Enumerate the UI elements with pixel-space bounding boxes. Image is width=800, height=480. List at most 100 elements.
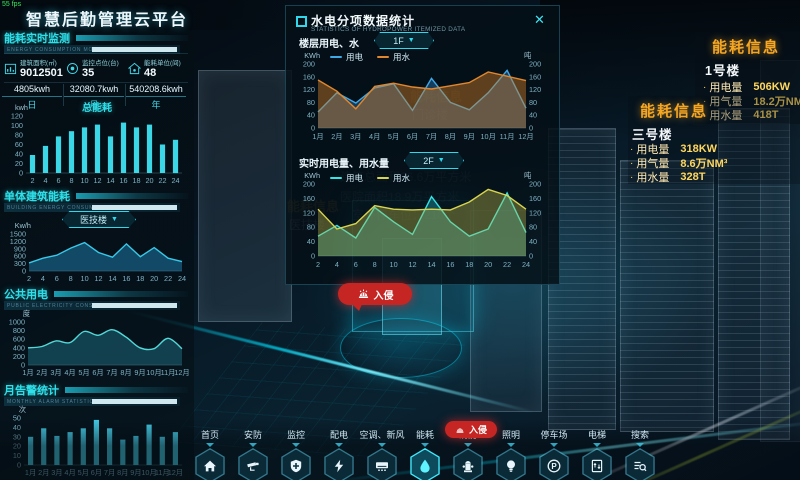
- svg-text:20: 20: [150, 274, 158, 283]
- energy-row: · 用水量 418T: [703, 107, 778, 123]
- svg-text:1月: 1月: [22, 368, 33, 377]
- energy-info-panel-building3: 能耗信息 三号楼 · 用电量 318KW · 用气量 8.6万NM³ · 用水量 328T: [628, 96, 800, 184]
- realtime-selector-value: 2F: [423, 155, 434, 166]
- chevron-icon: [464, 443, 472, 447]
- hexagon: [625, 448, 655, 480]
- chevron-icon: [550, 443, 558, 447]
- nav-item-energy[interactable]: 能耗: [393, 428, 457, 480]
- nav-item-monitoring[interactable]: 监控: [264, 428, 328, 480]
- svg-text:24: 24: [522, 260, 530, 269]
- section-title: 月告警统计: [4, 385, 59, 397]
- svg-text:14: 14: [106, 176, 114, 185]
- nav-item-search[interactable]: 搜索: [608, 428, 672, 480]
- svg-text:Kw/h: Kw/h: [15, 221, 31, 230]
- svg-text:18: 18: [132, 176, 140, 185]
- energy-info-header: 能耗信息: [640, 103, 709, 120]
- svg-text:0: 0: [311, 252, 315, 261]
- svg-text:2月: 2月: [36, 368, 47, 377]
- intrusion-alert-badge[interactable]: 入侵: [338, 283, 412, 311]
- hydropower-statistics-modal: 水电分项数据统计 STATISTICS OF HYDROPOWER ITEMIZ…: [285, 5, 560, 285]
- alert-text: 入侵: [468, 425, 487, 435]
- nav-item-lighting[interactable]: 照明: [479, 428, 543, 480]
- nav-item-security[interactable]: 安防: [221, 428, 285, 480]
- section-bar: [65, 387, 188, 393]
- energy-row: ·用气量 18.2万NM³: [703, 93, 800, 109]
- floor-selector-value: 1F: [393, 35, 404, 46]
- row-dot: ·: [703, 95, 707, 107]
- building-selector-dropdown[interactable]: 医技楼 ▼: [62, 211, 136, 228]
- svg-text:12: 12: [408, 260, 416, 269]
- svg-text:0: 0: [19, 169, 23, 178]
- svg-text:22: 22: [158, 176, 166, 185]
- floor-selector-dropdown[interactable]: 1F ▼: [374, 32, 434, 49]
- svg-text:18: 18: [465, 260, 473, 269]
- row-label: 用气量: [636, 158, 670, 170]
- svg-text:P: P: [551, 462, 557, 471]
- svg-text:300: 300: [14, 259, 26, 268]
- nav-item-parking[interactable]: 停车场 P: [522, 428, 586, 480]
- nav-item-home[interactable]: 首页: [178, 428, 242, 480]
- total-day: 4805kwh 日: [2, 84, 62, 111]
- elevator-icon: [591, 459, 603, 472]
- cctv-camera-icon: [247, 461, 259, 471]
- svg-text:12月: 12月: [174, 368, 189, 377]
- siren-icon: [358, 288, 368, 298]
- wireframe-building-2: [620, 160, 714, 432]
- total-value: 540208.6kwh: [126, 84, 186, 97]
- svg-text:吨: 吨: [524, 171, 532, 180]
- svg-text:40: 40: [307, 111, 315, 120]
- nav-label: 能耗: [415, 430, 434, 440]
- nav-label: 电梯: [587, 430, 606, 440]
- house-icon: [128, 62, 141, 74]
- svg-text:120: 120: [529, 85, 541, 94]
- realtime-selector-dropdown[interactable]: 2F ▼: [404, 152, 464, 169]
- section-bar: [76, 193, 188, 199]
- building-energy-chart: 0 300 600 900 1200 1500 Kw/h 2 4 6 8 10 12 14 16 18 20 22…: [2, 216, 188, 284]
- nav-item-power-distribution[interactable]: 配电: [307, 428, 371, 480]
- svg-text:10月: 10月: [480, 132, 495, 141]
- nav-item-elevator[interactable]: 电梯: [565, 428, 629, 480]
- close-icon[interactable]: ✕: [534, 12, 545, 27]
- svg-text:40: 40: [529, 237, 537, 246]
- svg-text:400: 400: [13, 343, 25, 352]
- intrusion-alert-badge-nav[interactable]: 入侵: [445, 421, 497, 438]
- bottom-nav: 首页 安防 监控 配电 空调、新风 能耗 消防 照明: [0, 418, 800, 480]
- svg-text:2: 2: [30, 176, 34, 185]
- svg-text:900: 900: [14, 244, 26, 253]
- row-label: 用电量: [709, 82, 743, 94]
- section-subtitle-bar: ENERGY CONSUMPTION MONITORING: [4, 45, 180, 54]
- badge-tail: [352, 304, 362, 311]
- building-area-icon: [4, 63, 17, 74]
- stat-label: 建筑面积(㎡): [20, 60, 57, 67]
- legend-swatch: [377, 176, 390, 180]
- total-value: 32080.7kwh: [64, 84, 124, 97]
- svg-text:200: 200: [303, 180, 315, 189]
- wireframe-building-left: [198, 70, 292, 322]
- total-label: 年: [151, 100, 161, 110]
- svg-text:24: 24: [178, 274, 186, 283]
- svg-text:600: 600: [13, 335, 25, 344]
- section-bar: [76, 35, 188, 41]
- legend-water: 用水: [377, 51, 410, 63]
- svg-text:1500: 1500: [10, 230, 26, 239]
- section-tick: [92, 205, 177, 210]
- svg-text:7月: 7月: [106, 368, 117, 377]
- svg-text:KWh: KWh: [304, 171, 320, 180]
- svg-text:120: 120: [303, 208, 315, 217]
- section-subtitle: MONTHLY ALARM STATISTICS: [7, 398, 92, 405]
- svg-text:20: 20: [484, 260, 492, 269]
- row-value: 418T: [753, 109, 779, 121]
- stat-label: 能耗单位(间): [144, 60, 181, 67]
- svg-text:2: 2: [27, 274, 31, 283]
- row-value: 318KW: [680, 143, 718, 155]
- svg-text:160: 160: [303, 194, 315, 203]
- svg-text:10: 10: [80, 176, 88, 185]
- nav-label: 监控: [286, 430, 305, 440]
- svg-text:kwh: kwh: [15, 103, 28, 112]
- chevron-icon: [636, 443, 644, 447]
- row-value: 8.6万NM³: [680, 158, 728, 170]
- nav-label: 配电: [329, 430, 348, 440]
- nav-item-hvac[interactable]: 空调、新风: [350, 428, 414, 480]
- chevron-icon: [206, 443, 214, 447]
